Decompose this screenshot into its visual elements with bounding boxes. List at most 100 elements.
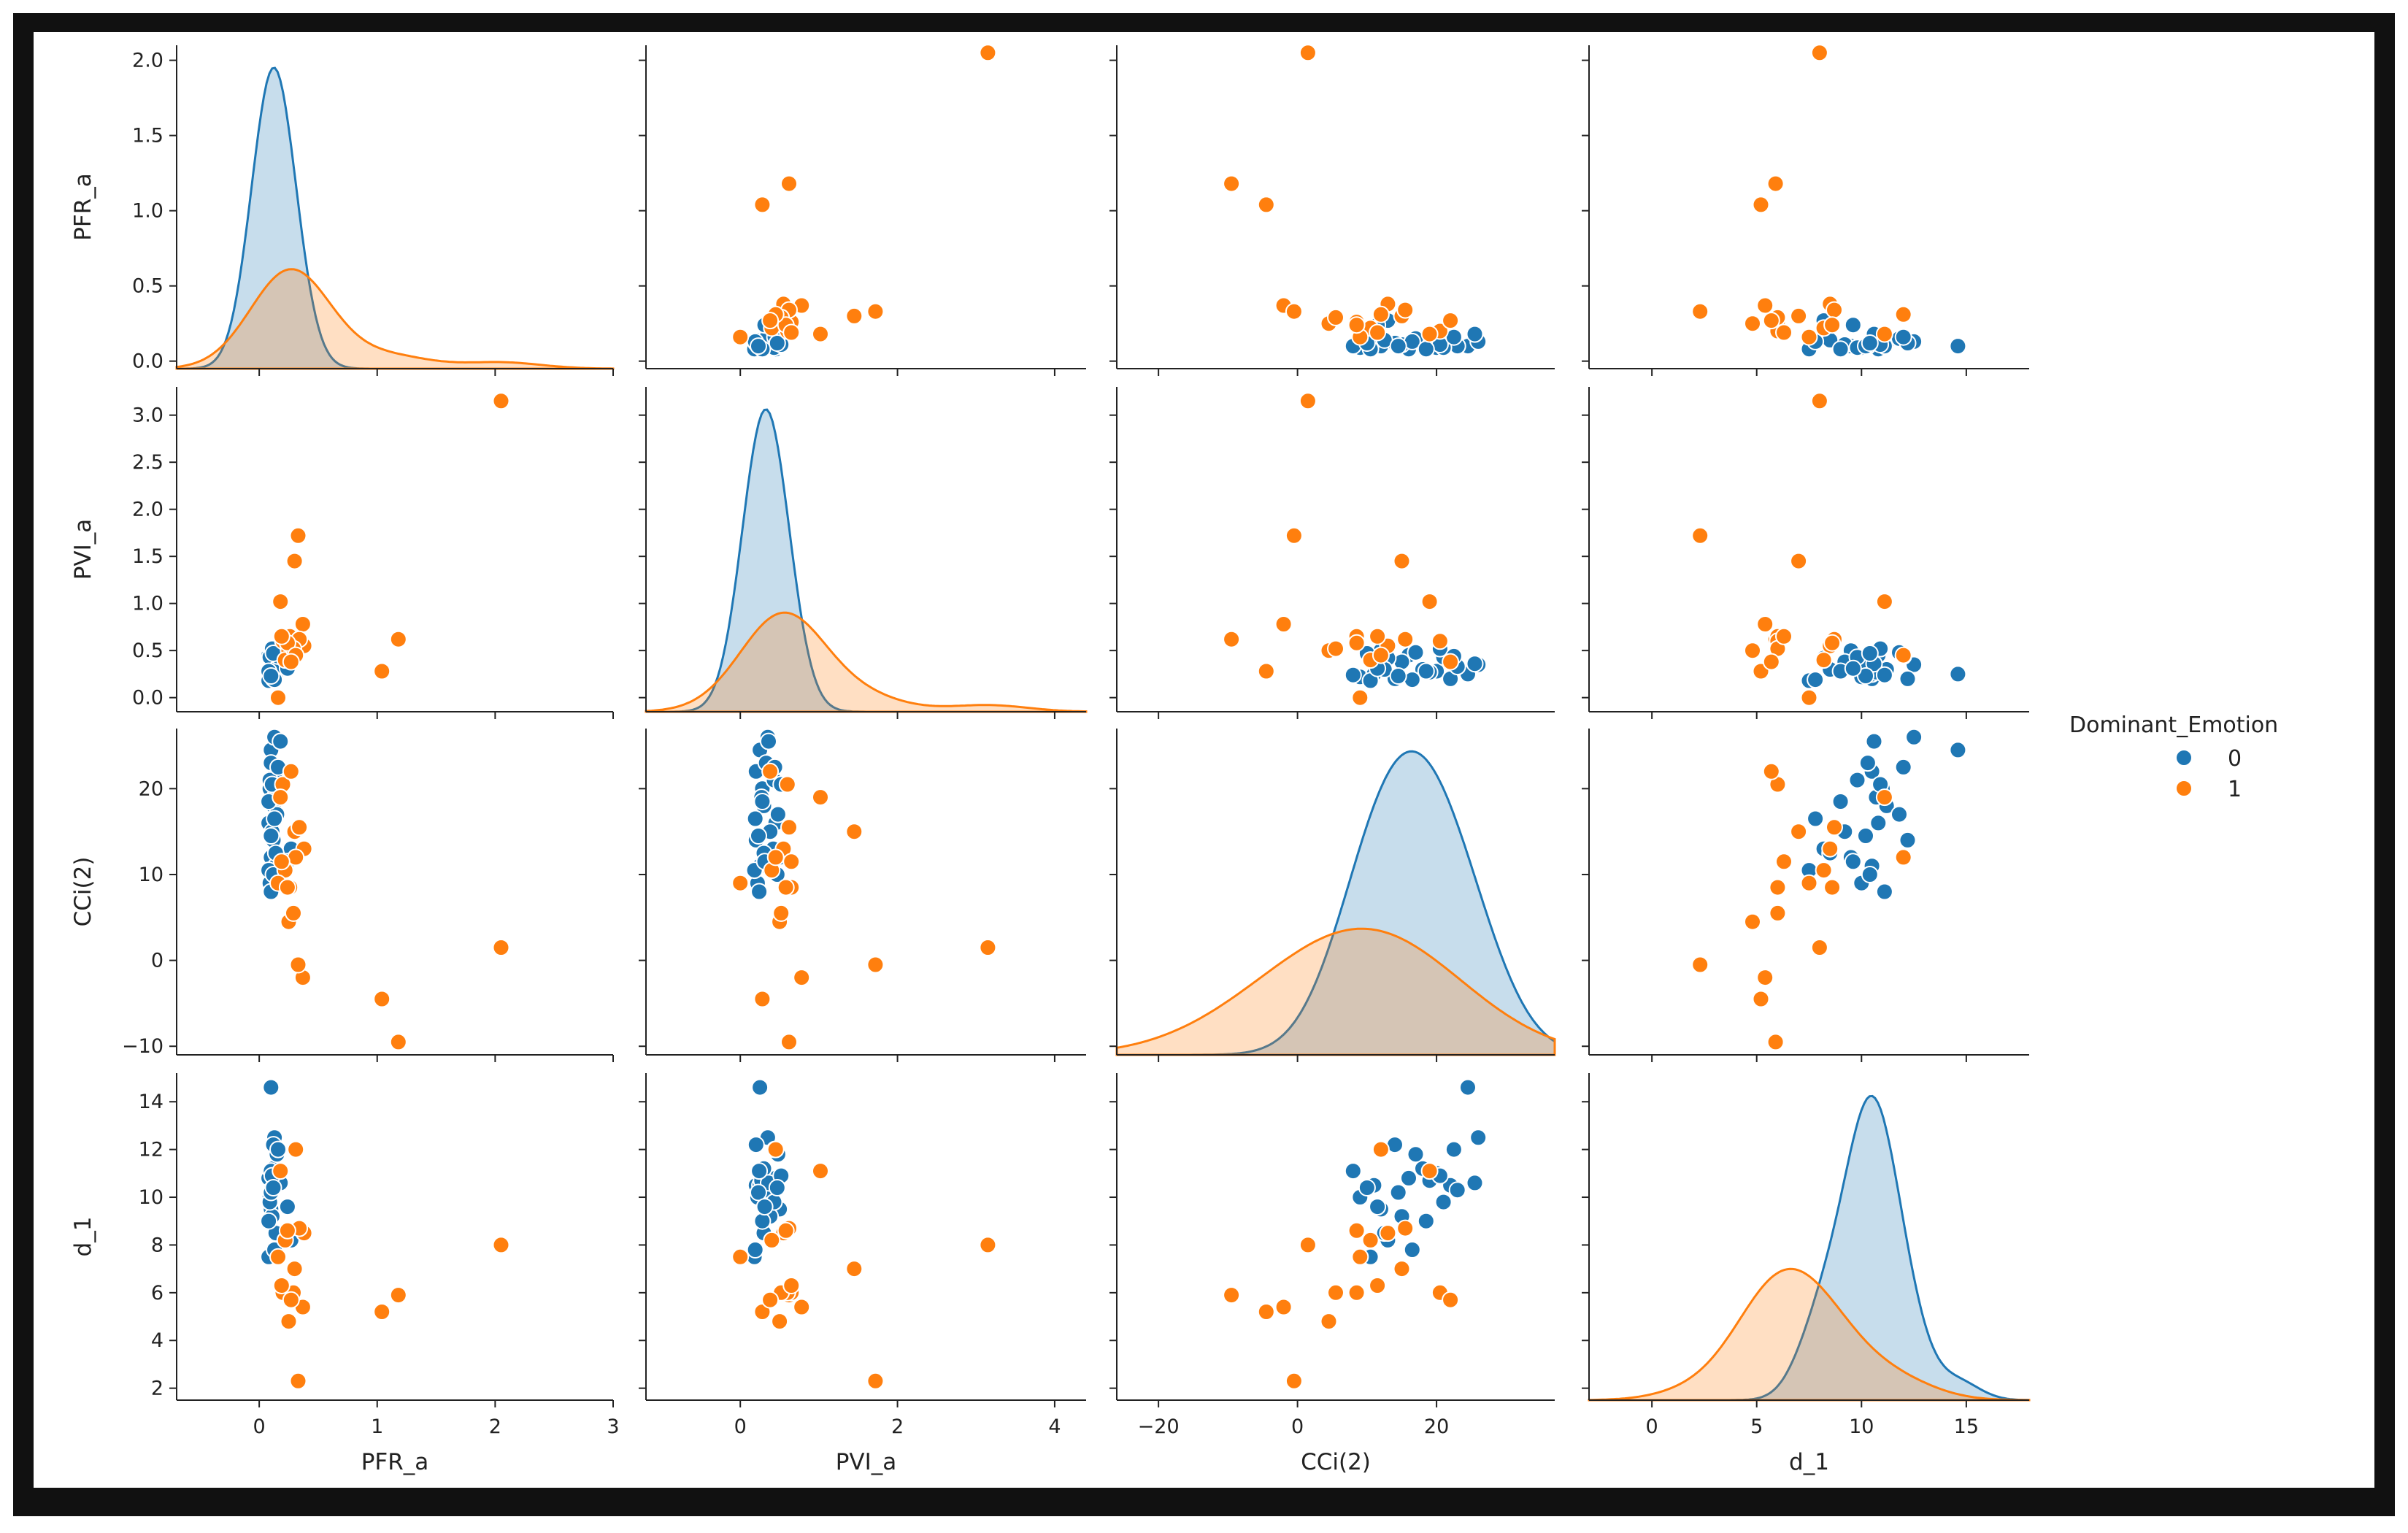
point-pvi-a-d-1-s0-0 <box>1949 665 1967 683</box>
point-cci-2-pvi-a-s1-5 <box>845 823 863 841</box>
point-d-1-pfr-a-s0-25 <box>278 1198 296 1216</box>
point-cci-2-pvi-a-s1-0 <box>979 939 997 956</box>
point-cci-2-d-1-s1-6 <box>1769 878 1787 896</box>
point-d-1-cci-2-s1-16 <box>1372 1140 1390 1159</box>
point-cci-2-d-1-s0-25 <box>1844 853 1862 871</box>
point-cci-2-d-1-s1-7 <box>1821 840 1839 858</box>
point-cci-2-d-1-s0-23 <box>1894 758 1912 776</box>
point-d-1-pfr-a-s1-16 <box>287 1140 305 1159</box>
point-pfr-a-pvi-a-s1-17 <box>782 323 801 342</box>
point-pvi-a-cci-2-s1-4 <box>1285 526 1303 545</box>
point-pvi-a-pfr-a-s1-4 <box>289 526 307 545</box>
point-d-1-cci-2-s1-0 <box>1299 1236 1317 1254</box>
point-d-1-pfr-a-s1-2 <box>373 1303 391 1321</box>
legend-marker-0 <box>2175 749 2193 766</box>
point-cci-2-pvi-a-s0-14 <box>769 805 787 823</box>
point-pvi-a-pfr-a-s1-3 <box>293 615 312 633</box>
ytick-label-cci-2: −10 <box>122 1035 164 1058</box>
point-cci-2-pfr-a-s1-18 <box>282 762 300 780</box>
xtick-label-cci-2: 20 <box>1424 1415 1449 1438</box>
point-d-1-cci-2-s0-26 <box>1358 1179 1376 1196</box>
point-cci-2-d-1-s1-15 <box>1823 878 1842 896</box>
point-cci-2-pvi-a-s0-24 <box>750 827 767 845</box>
point-d-1-pfr-a-s1-13 <box>269 1248 287 1266</box>
panel-cci-2-vs-pvi-a <box>639 728 1086 1062</box>
point-pvi-a-cci-2-s1-13 <box>1351 688 1369 707</box>
point-d-1-cci-2-s0-22 <box>1417 1212 1435 1230</box>
point-pvi-a-d-1-s0-15 <box>1899 669 1917 688</box>
point-pvi-a-pfr-a-s1-5 <box>285 552 304 570</box>
point-pvi-a-cci-2-s0-24 <box>1389 667 1407 685</box>
point-cci-2-d-1-s0-1 <box>1905 728 1923 746</box>
point-pfr-a-d-1-s1-4 <box>1691 302 1709 320</box>
point-pfr-a-d-1-s1-5 <box>1790 307 1808 325</box>
point-pfr-a-pvi-a-s1-9 <box>812 325 829 343</box>
point-d-1-pvi-a-s1-3 <box>793 1298 811 1316</box>
point-pfr-a-d-1-s0-23 <box>1894 328 1912 346</box>
point-pfr-a-d-1-s1-15 <box>1823 316 1842 334</box>
point-pvi-a-pfr-a-s1-9 <box>272 593 290 611</box>
point-cci-2-d-1-s0-16 <box>1848 771 1866 789</box>
point-pfr-a-pvi-a-s1-13 <box>731 328 750 346</box>
point-pvi-a-d-1-s1-16 <box>1894 646 1912 664</box>
xtick-label-pvi-a: 0 <box>734 1415 747 1438</box>
point-pfr-a-cci-2-s1-2 <box>1257 196 1275 214</box>
point-pvi-a-cci-2-s1-15 <box>1347 634 1366 652</box>
point-pfr-a-cci-2-s1-4 <box>1285 302 1303 320</box>
panel-d-1-vs-d-1: 0 5 10 15 d_1 <box>1582 1073 2031 1475</box>
point-d-1-cci-2-s0-13 <box>1448 1181 1466 1199</box>
point-pfr-a-pvi-a-s1-5 <box>845 307 863 325</box>
point-pfr-a-d-1-s1-16 <box>1894 305 1912 323</box>
point-cci-2-pvi-a-s1-2 <box>753 990 772 1008</box>
point-d-1-pfr-a-s0-0 <box>262 1078 280 1096</box>
point-cci-2-d-1-s1-2 <box>1752 990 1770 1008</box>
point-pvi-a-cci-2-s1-17 <box>1369 627 1387 645</box>
xtick-label-pfr-a: 0 <box>253 1415 266 1438</box>
panel-pfr-a-vs-cci-2 <box>1109 44 1555 376</box>
panel-pfr-a-vs-pfr-a: 0.0 0.5 1.0 1.5 2.0 PFR_a <box>70 45 615 376</box>
panel-d-1-vs-cci-2: −20 0 20 CCi(2) <box>1109 1073 1555 1475</box>
point-d-1-pvi-a-s1-18 <box>761 1291 780 1309</box>
ylabel-d-1: d_1 <box>70 1217 96 1257</box>
ytick-label-pvi-a: 0.5 <box>132 639 164 662</box>
ytick-label-pfr-a: 1.0 <box>132 200 164 223</box>
point-cci-2-pfr-a-s1-1 <box>389 1033 407 1051</box>
point-cci-2-d-1-s0-18 <box>1875 883 1893 901</box>
point-d-1-pfr-a-s1-4 <box>289 1372 307 1390</box>
point-cci-2-d-1-s0-22 <box>1831 793 1850 810</box>
point-pfr-a-d-1-s1-1 <box>1766 174 1785 193</box>
point-cci-2-pvi-a-s1-15 <box>777 878 795 896</box>
point-cci-2-d-1-s0-4 <box>1869 814 1888 832</box>
point-pfr-a-d-1-s1-2 <box>1752 196 1770 214</box>
ytick-label-pvi-a: 2.5 <box>132 451 164 474</box>
point-d-1-cci-2-s0-18 <box>1344 1162 1362 1180</box>
point-pfr-a-cci-2-s1-16 <box>1372 305 1390 323</box>
xtick-label-cci-2: 0 <box>1291 1415 1304 1438</box>
ytick-label-d-1: 4 <box>151 1329 164 1352</box>
ytick-label-pvi-a: 2.0 <box>132 499 164 521</box>
point-d-1-cci-2-s0-4 <box>1400 1169 1418 1187</box>
point-d-1-cci-2-s1-1 <box>1223 1286 1241 1305</box>
point-d-1-pvi-a-s1-0 <box>979 1236 997 1254</box>
point-d-1-pvi-a-s0-25 <box>755 1198 774 1216</box>
point-pfr-a-d-1-s0-0 <box>1949 337 1967 356</box>
point-d-1-pfr-a-s1-5 <box>285 1260 304 1278</box>
point-pfr-a-d-1-s1-9 <box>1875 325 1893 343</box>
point-pfr-a-cci-2-s0-17 <box>1466 325 1484 343</box>
legend: Dominant_Emotion 0 1 <box>2069 712 2278 802</box>
point-d-1-pfr-a-s1-15 <box>278 1221 296 1240</box>
point-pvi-a-cci-2-s1-5 <box>1393 552 1411 570</box>
ylabel-pfr-a: PFR_a <box>70 173 96 241</box>
point-pfr-a-cci-2-s1-0 <box>1299 44 1317 62</box>
ylabel-pvi-a: PVI_a <box>70 519 96 580</box>
point-pvi-a-d-1-s1-17 <box>1775 627 1793 645</box>
point-cci-2-pfr-a-s1-11 <box>291 818 309 837</box>
point-d-1-cci-2-s0-16 <box>1434 1193 1453 1211</box>
kde-d-1-1 <box>1588 1267 2031 1402</box>
point-pfr-a-pvi-a-s1-4 <box>866 302 885 320</box>
point-cci-2-d-1-s1-10 <box>1744 912 1761 931</box>
point-cci-2-pvi-a-s1-13 <box>731 874 750 892</box>
point-cci-2-pvi-a-s1-1 <box>780 1033 798 1051</box>
point-cci-2-d-1-s1-14 <box>1769 904 1787 922</box>
